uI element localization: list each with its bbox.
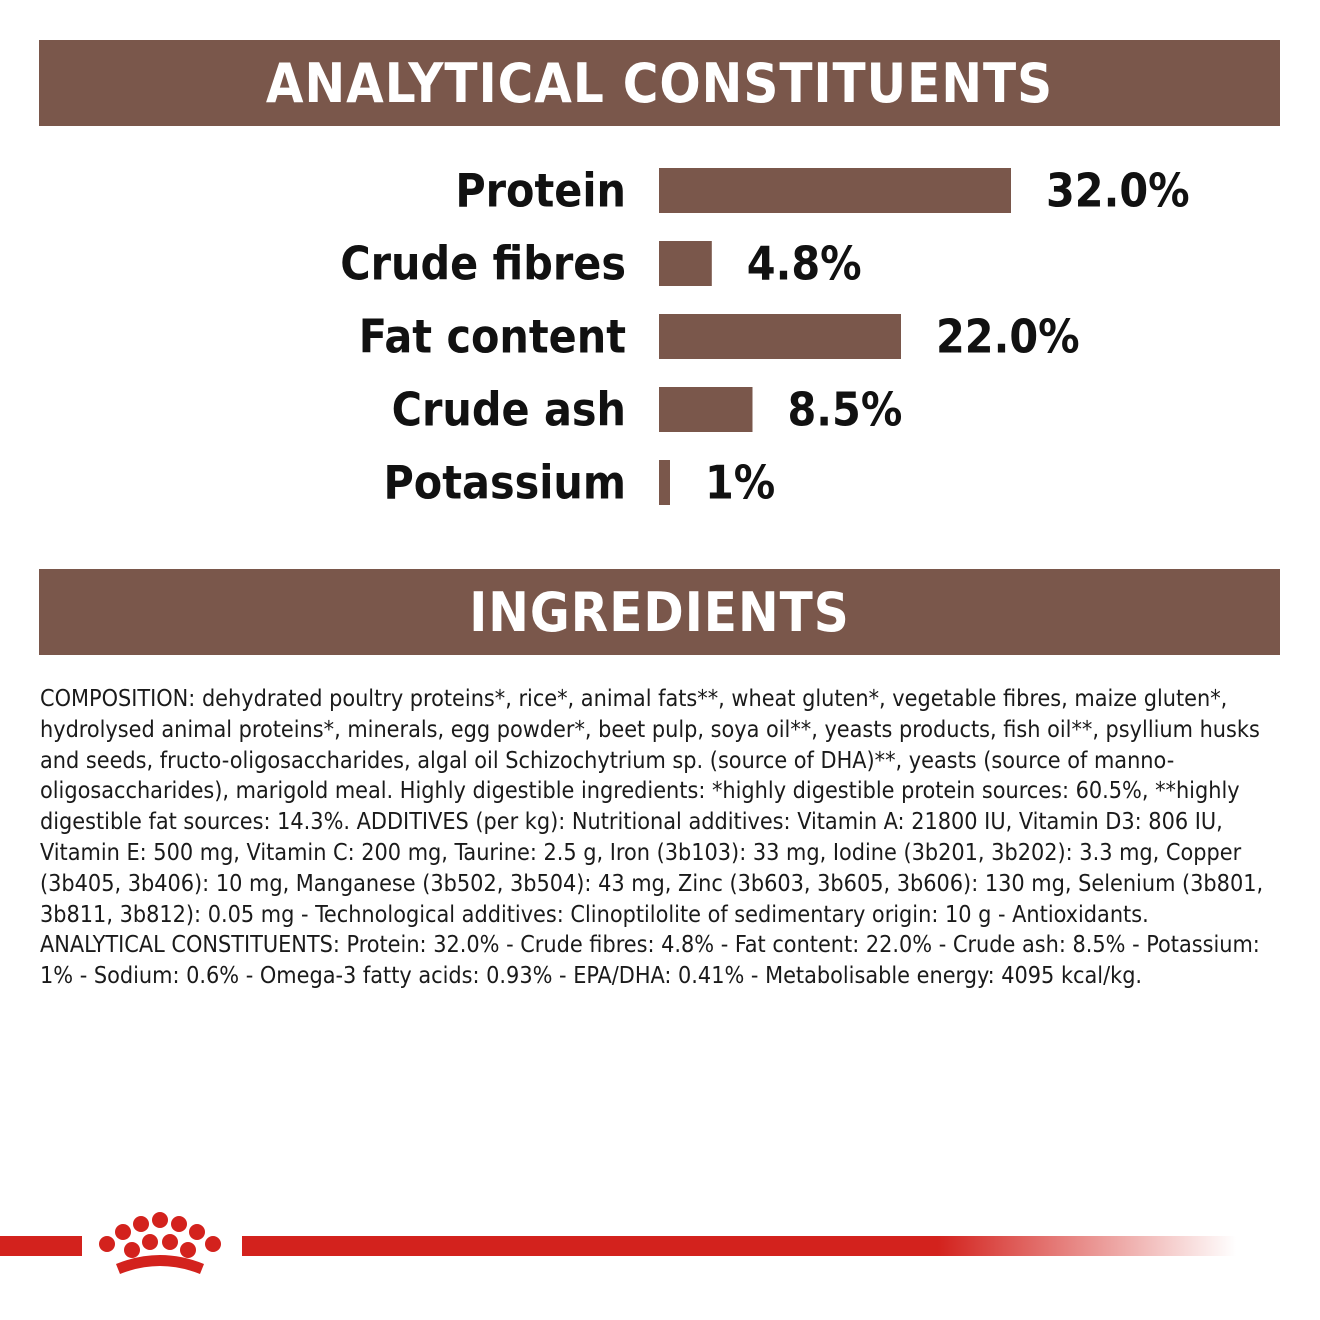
brand-stripe-right [242, 1236, 1236, 1256]
crown-icon [99, 1212, 221, 1274]
ingredients-banner: INGREDIENTS [39, 569, 1280, 655]
analytical-constituents-title: ANALYTICAL CONSTITUENTS [265, 51, 1054, 115]
category-label-fat-content: Fat content [359, 310, 626, 364]
bar-crude-fibres [659, 241, 712, 286]
brand-stripe-left [0, 1236, 82, 1256]
category-label-potassium: Potassium [383, 456, 626, 510]
bar-potassium [659, 460, 670, 505]
value-label-crude-fibres: 4.8% [747, 237, 862, 291]
bar-fat-content [659, 314, 901, 359]
bar-crude-ash [659, 387, 753, 432]
value-label-fat-content: 22.0% [936, 310, 1080, 364]
analytical-constituents-banner: ANALYTICAL CONSTITUENTS [39, 40, 1280, 126]
brand-stripe [0, 1230, 1320, 1256]
value-label-potassium: 1% [705, 456, 775, 510]
constituents-bar-chart: Protein 32.0% Crude fibres 4.8% Fat content 2… [340, 164, 1190, 510]
category-label-crude-fibres: Crude fibres [340, 237, 626, 291]
value-label-protein: 32.0% [1046, 164, 1190, 218]
bar-protein [659, 168, 1011, 213]
category-label-protein: Protein [455, 164, 626, 218]
value-label-crude-ash: 8.5% [788, 383, 903, 437]
category-label-crude-ash: Crude ash [392, 383, 626, 437]
ingredients-title: INGREDIENTS [469, 580, 850, 644]
composition-text: COMPOSITION: dehydrated poultry proteins… [40, 685, 1264, 990]
